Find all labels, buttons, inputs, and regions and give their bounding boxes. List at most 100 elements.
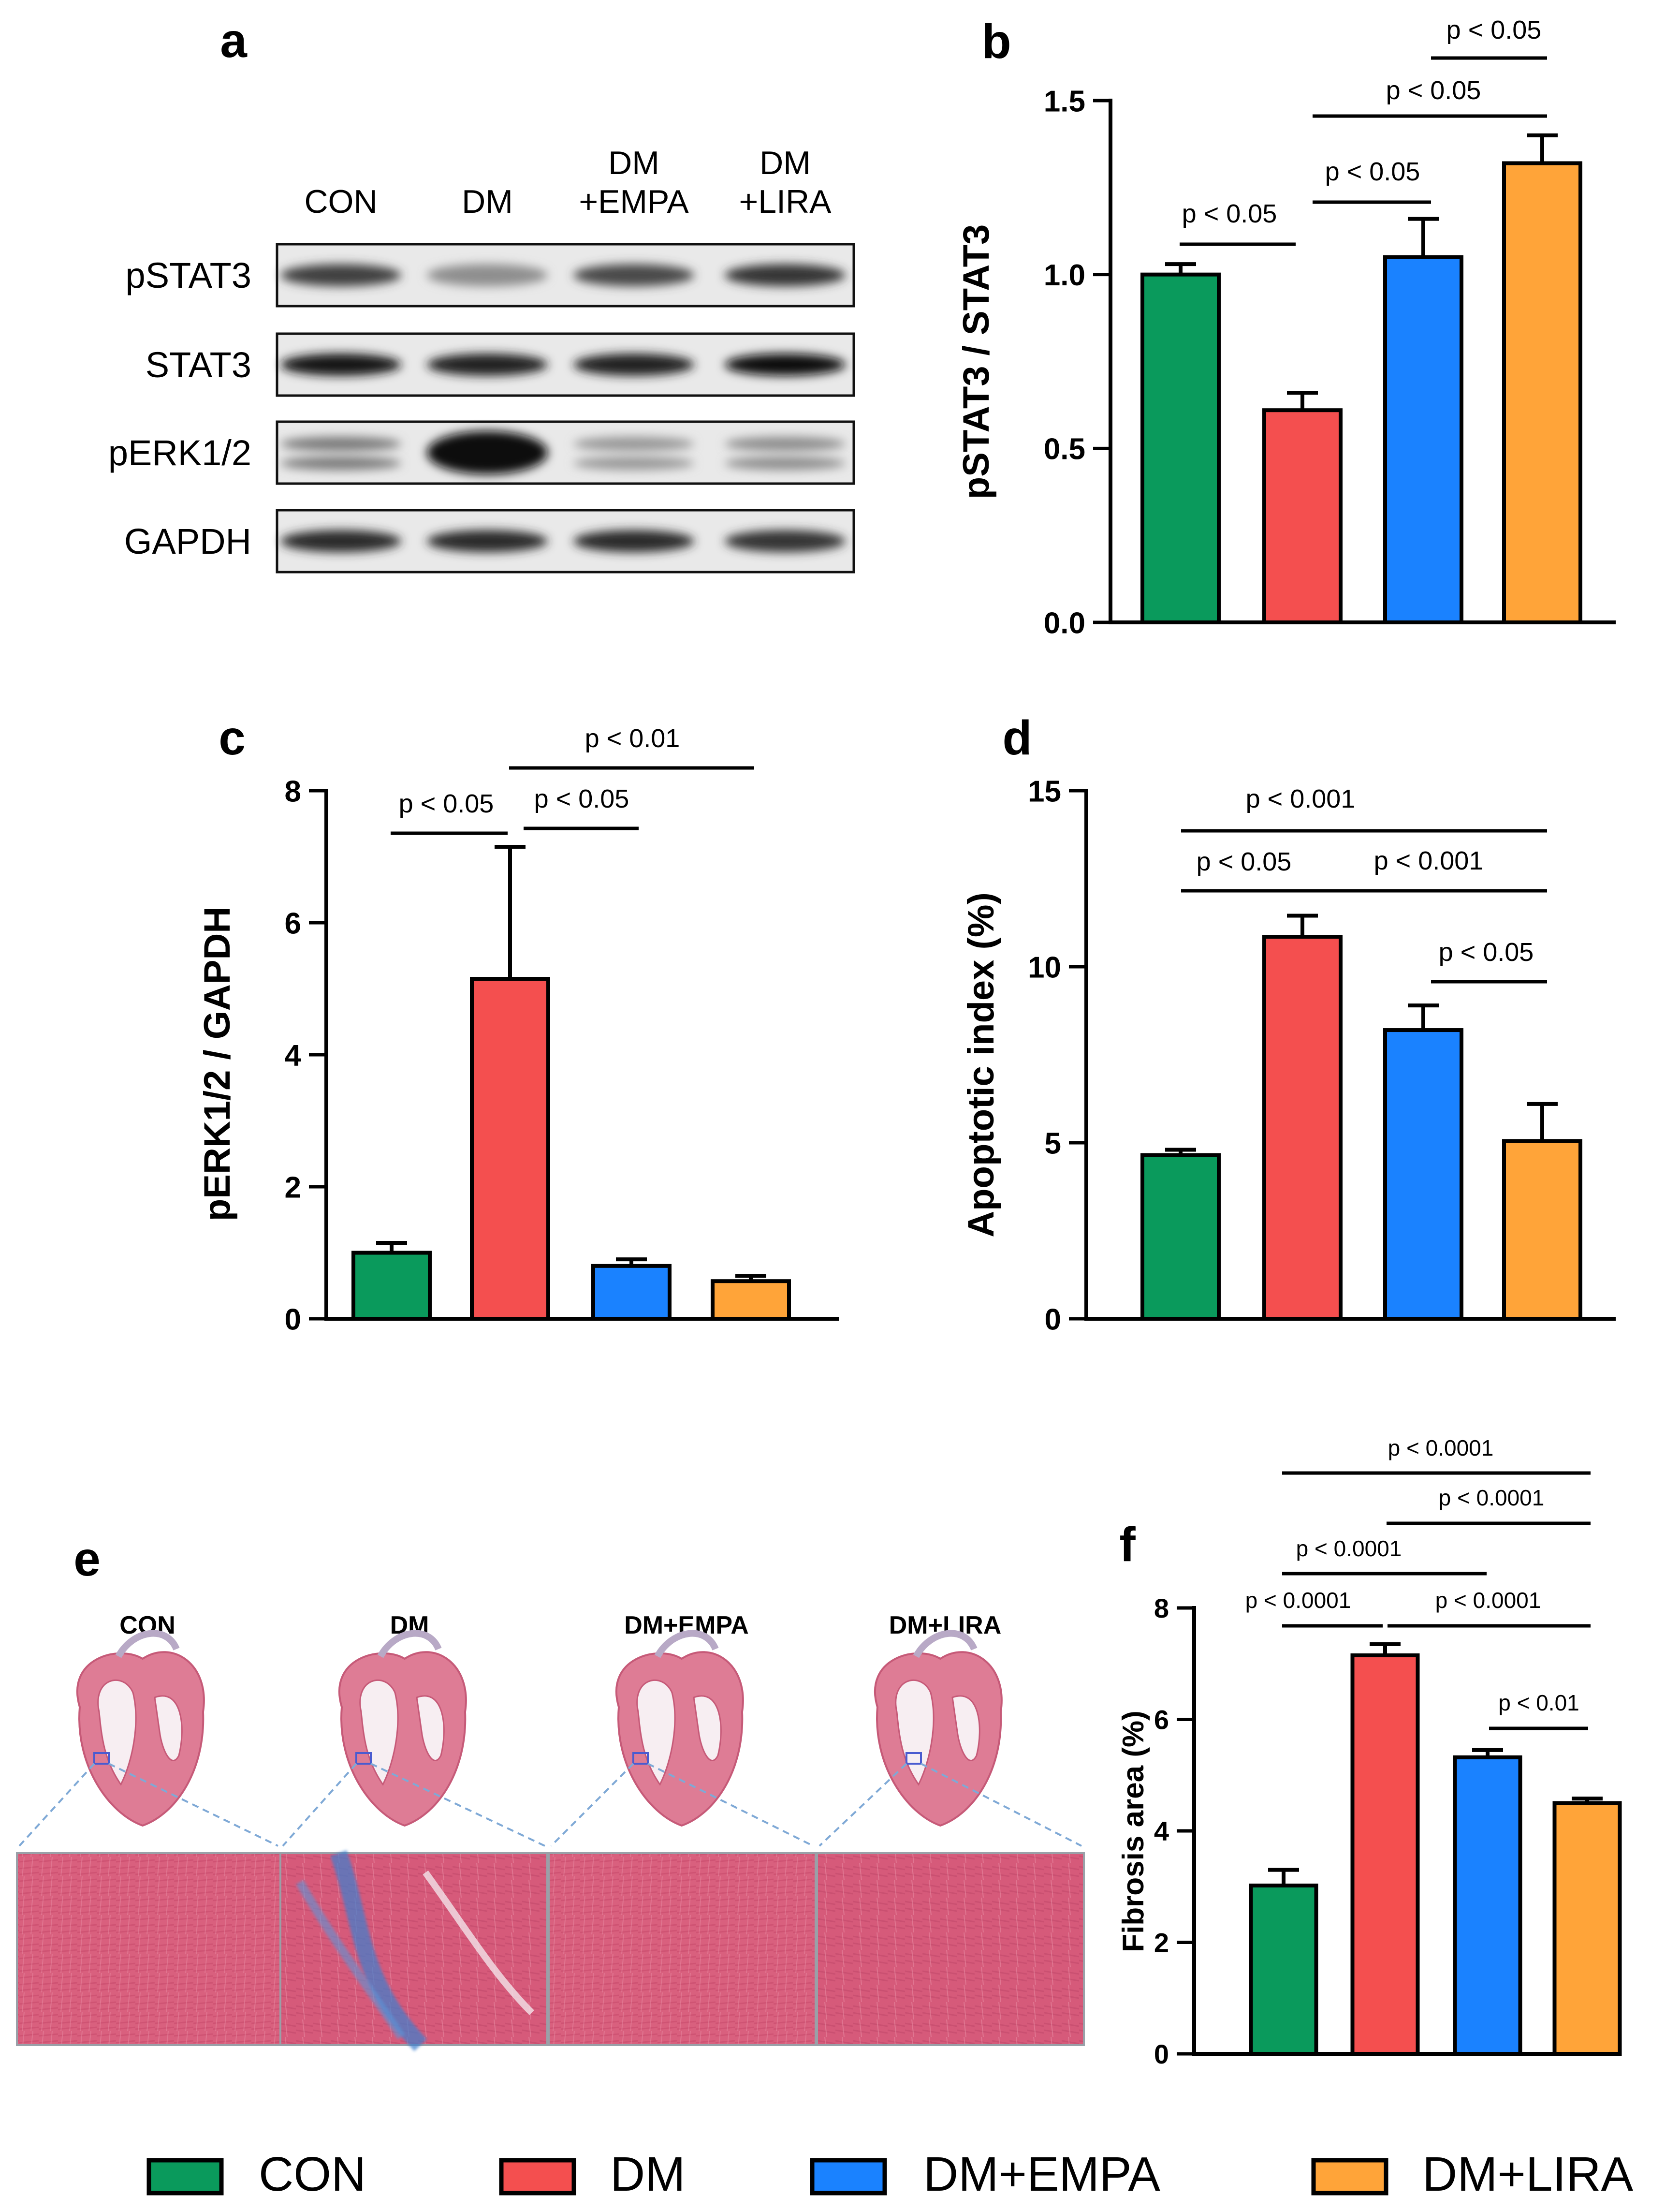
blot-row: pERK1/2 (108, 420, 855, 485)
y-tick-label: 0 (1045, 1303, 1061, 1336)
blot-band (573, 457, 694, 470)
blot-band (573, 264, 694, 286)
blot-band (573, 437, 694, 451)
blot-row-label: pERK1/2 (108, 433, 251, 473)
heart-section-thumbnail (550, 1630, 814, 1847)
blot-band (725, 354, 846, 376)
significance-label: p < 0.05 (399, 789, 494, 818)
heart-section-thumbnail (282, 1630, 545, 1847)
bar-dm (470, 977, 550, 1321)
zoom-line (282, 1763, 357, 1847)
blot-band (280, 457, 401, 470)
zoom-line (818, 1763, 907, 1847)
zoom-region-box (906, 1752, 922, 1765)
significance-label: p < 0.001 (1246, 784, 1356, 813)
tissue-image (548, 1852, 817, 2046)
y-axis-label: pSTAT3 / STAT3 (956, 224, 997, 500)
bar-con (1249, 1883, 1318, 2056)
legend: CON DM DM+EMPA DM+LIRA (146, 2147, 1634, 2201)
blot-lane-label: DM (462, 183, 513, 220)
magnified-tissue-section (16, 1852, 281, 2046)
bar-con (1140, 1153, 1221, 1321)
significance-label: p < 0.05 (1182, 199, 1277, 228)
blot-band (725, 530, 846, 552)
zoom-line (647, 1763, 814, 1847)
bar-dm-empa (1383, 1028, 1463, 1321)
significance-label: p < 0.05 (1439, 938, 1534, 967)
tissue-image (279, 1852, 548, 2046)
legend-label: DM+EMPA (923, 2147, 1160, 2201)
blot-row: pSTAT3 (126, 243, 855, 308)
legend-item: DM+EMPA (810, 2147, 1160, 2201)
y-tick-label: 6 (285, 907, 301, 940)
blot-band (280, 354, 401, 376)
bar-con (351, 1251, 432, 1321)
legend-swatch (1311, 2158, 1388, 2196)
right-ventricle-cavity (416, 1695, 445, 1761)
legend-item: DM+LIRA (1311, 2147, 1634, 2201)
panel-letter-a: a (220, 14, 248, 68)
blot-band (573, 530, 694, 552)
panel-letter-d: d (1002, 711, 1032, 765)
blot-lane-label-line: +LIRA (739, 183, 832, 220)
panel-letter-f: f (1119, 1518, 1136, 1572)
blot-band (280, 530, 401, 552)
bar-dm-lira (1552, 1801, 1622, 2056)
great-vessels (115, 1630, 180, 1658)
blot-band (725, 457, 846, 470)
legend-item: DM (499, 2147, 686, 2201)
legend-item: CON (146, 2147, 366, 2201)
great-vessels (654, 1630, 719, 1658)
blot-lane-label-line: DM (462, 183, 513, 220)
magnified-tissue-section (279, 1850, 548, 2051)
y-tick-label: 6 (1154, 1705, 1169, 1735)
blot-band (725, 437, 846, 451)
zoom-region-box (632, 1752, 649, 1765)
y-tick-label: 4 (285, 1039, 302, 1072)
left-ventricle-cavity (895, 1680, 935, 1786)
tissue-image (16, 1852, 281, 2046)
bar-dm-lira (1502, 1139, 1582, 1321)
heart-outline (615, 1651, 744, 1827)
heart-section-thumbnail (818, 1630, 1082, 1847)
blot-lane-label-line: CON (304, 183, 377, 220)
y-tick-label: 8 (1154, 1593, 1169, 1623)
blot-row-label: pSTAT3 (126, 255, 251, 295)
right-ventricle-cavity (951, 1695, 980, 1761)
bar-dm (1350, 1653, 1420, 2056)
legend-swatch (146, 2158, 224, 2196)
panel-letter-c: c (219, 711, 246, 765)
right-ventricle-cavity (693, 1695, 722, 1761)
blot-strip (276, 420, 855, 485)
blot-band (280, 437, 401, 451)
left-ventricle-cavity (97, 1680, 137, 1786)
collagen-fibrosis (330, 1850, 427, 2051)
significance-label: p < 0.05 (1386, 76, 1481, 105)
y-tick-label: 0 (1154, 2039, 1169, 2069)
y-tick-label: 4 (1154, 1816, 1169, 1846)
significance-label: p < 0.05 (534, 784, 629, 813)
blot-band (427, 264, 548, 286)
blot-row: GAPDH (124, 509, 855, 574)
y-tick-label: 1.0 (1044, 259, 1085, 292)
blot-band (725, 264, 846, 286)
y-tick-label: 8 (285, 775, 301, 808)
bar-dm-empa (591, 1264, 672, 1321)
chart-b-pstat3-ratio: b 0.0 0.5 1.0 1.5 pSTAT3 / STAT3 p < 0.05 p < 0… (956, 15, 1616, 640)
great-vessels (913, 1630, 978, 1658)
significance-label: p < 0.05 (1197, 847, 1292, 876)
y-axis-label: Apoptotic index (%) (961, 892, 1002, 1238)
left-ventricle-cavity (359, 1680, 399, 1786)
panel-letter-e: e (73, 1532, 101, 1586)
y-tick-label: 15 (1028, 775, 1061, 808)
significance-label: p < 0.0001 (1439, 1485, 1545, 1510)
y-tick-label: 0.5 (1044, 433, 1085, 466)
legend-label: CON (259, 2147, 366, 2201)
zoom-region-box (93, 1752, 110, 1765)
heart-outline (76, 1651, 205, 1827)
bar-dm (1262, 408, 1343, 624)
y-tick-label: 10 (1028, 951, 1061, 984)
legend-swatch (810, 2158, 887, 2196)
